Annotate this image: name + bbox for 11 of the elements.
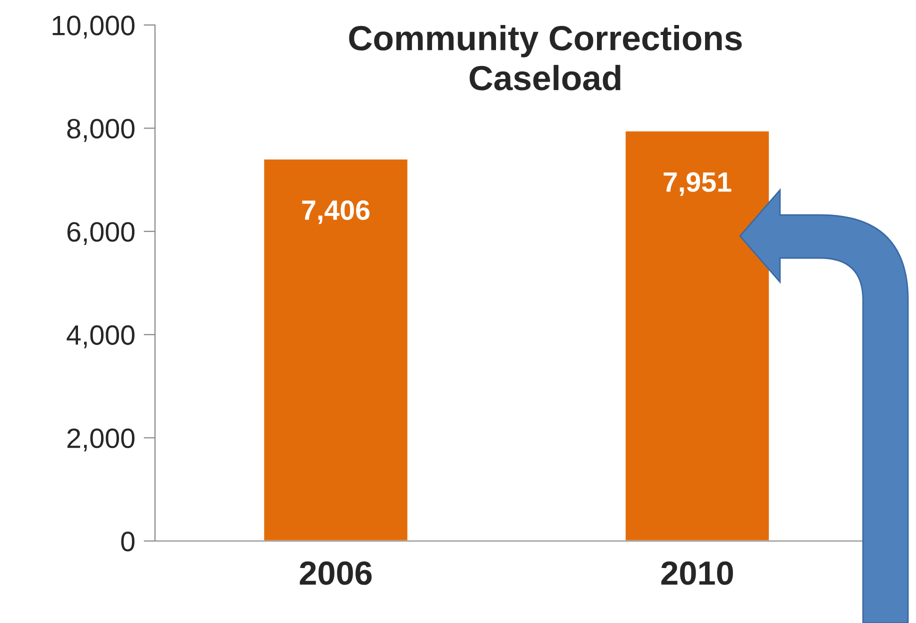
x-tick-label: 2006 bbox=[300, 561, 372, 585]
y-tick-label: 0 bbox=[121, 532, 134, 552]
data-label: 7,951 bbox=[664, 172, 732, 196]
y-tick-label: 4,000 bbox=[66, 325, 134, 348]
chart-title: Community Corrections Caseload bbox=[349, 25, 742, 90]
y-tick-label: 10,000 bbox=[52, 16, 134, 39]
y-tick-label: 6,000 bbox=[67, 222, 134, 246]
y-tick-label: 8,000 bbox=[67, 118, 134, 142]
data-label: 7,406 bbox=[302, 200, 370, 224]
y-tick-label: 2,000 bbox=[67, 428, 134, 452]
x-tick-label: 2010 bbox=[661, 561, 733, 585]
